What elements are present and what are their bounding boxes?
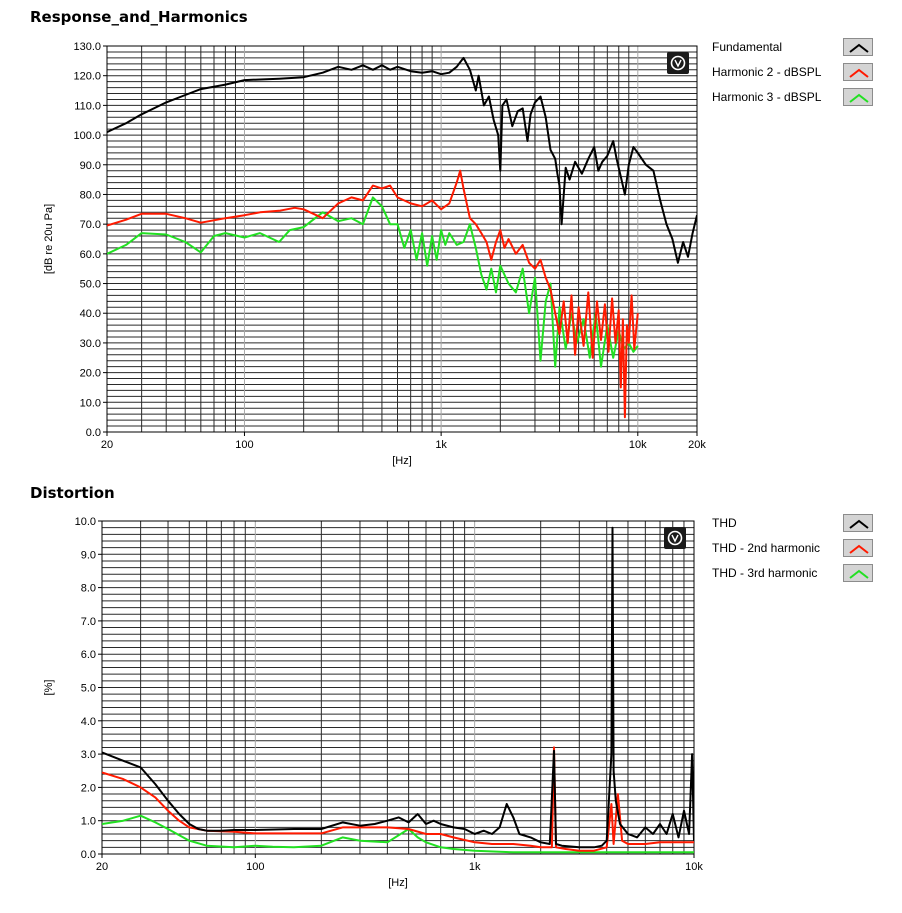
legend-label: Harmonic 3 - dBSPL <box>712 90 822 104</box>
chart-title-distortion: Distortion <box>30 484 115 502</box>
x-tick-label: 1k <box>469 861 481 873</box>
chart-title-response: Response_and_Harmonics <box>30 8 248 26</box>
legend-label: THD - 2nd harmonic <box>712 541 821 555</box>
y-tick-label: 120.0 <box>73 71 101 83</box>
y-tick-label: 20.0 <box>80 368 101 380</box>
y-axis-label: [%] <box>43 680 55 696</box>
legend-swatch[interactable] <box>843 514 873 532</box>
y-tick-label: 70.0 <box>80 219 101 231</box>
palette-icon-mark <box>671 534 679 543</box>
y-tick-label: 9.0 <box>81 549 96 561</box>
x-axis-label: [Hz] <box>388 877 408 889</box>
y-tick-label: 40.0 <box>80 308 101 320</box>
legend-swatch[interactable] <box>843 539 873 557</box>
y-tick-label: 0.0 <box>81 849 96 861</box>
y-tick-label: 6.0 <box>81 649 96 661</box>
plot-frame <box>106 45 698 433</box>
legend-label: Harmonic 2 - dBSPL <box>712 65 822 79</box>
y-tick-label: 0.0 <box>86 427 101 439</box>
x-tick-label: 1k <box>435 439 447 451</box>
legend-swatch[interactable] <box>843 88 873 106</box>
y-tick-label: 130.0 <box>73 41 101 53</box>
y-tick-label: 1.0 <box>81 816 96 828</box>
palette-icon-bg <box>667 52 689 74</box>
y-tick-label: 7.0 <box>81 616 96 628</box>
y-tick-label: 30.0 <box>80 338 101 350</box>
y-tick-label: 50.0 <box>80 279 101 291</box>
palette-icon-mark <box>674 59 682 68</box>
x-tick-label: 10k <box>685 861 703 873</box>
y-tick-label: 10.0 <box>80 397 101 409</box>
legend-distortion: THD THD - 2nd harmonic THD - 3rd harmoni… <box>712 514 882 589</box>
palette-icon-bg <box>664 527 686 549</box>
legend-item-harmonic-3[interactable]: Harmonic 3 - dBSPL <box>712 88 882 113</box>
y-tick-label: 110.0 <box>74 100 101 112</box>
graph-palette-icon <box>664 527 686 549</box>
y-tick-label: 8.0 <box>81 583 96 595</box>
y-tick-label: 3.0 <box>81 749 96 761</box>
series-line-thd <box>102 526 694 849</box>
series-line-fundamental <box>107 56 697 264</box>
y-tick-label: 4.0 <box>81 716 96 728</box>
legend-item-fundamental[interactable]: Fundamental <box>712 38 882 63</box>
legend-label: THD <box>712 516 737 530</box>
series-line-harmonic-2-dbspl <box>107 169 639 419</box>
y-tick-label: 60.0 <box>80 249 101 261</box>
legend-swatch[interactable] <box>843 564 873 582</box>
x-tick-label: 10k <box>629 439 647 451</box>
legend-response: Fundamental Harmonic 2 - dBSPL Harmonic … <box>712 38 882 113</box>
graph-palette-icon <box>667 52 689 74</box>
series-line-harmonic-3-dbspl <box>107 196 639 368</box>
legend-item-thd[interactable]: THD <box>712 514 882 539</box>
legend-swatch[interactable] <box>843 38 873 56</box>
palette-icon-ring <box>670 55 686 71</box>
legend-label: THD - 3rd harmonic <box>712 566 818 580</box>
response-chart: 0.0 10.0 20.0 30.0 40.0 50.0 60.0 70.0 80.0 90.0 1… <box>43 41 706 467</box>
y-tick-label: 100.0 <box>73 130 101 142</box>
legend-swatch[interactable] <box>843 63 873 81</box>
legend-item-thd-3rd[interactable]: THD - 3rd harmonic <box>712 564 882 589</box>
x-tick-label: 20k <box>688 439 706 451</box>
y-axis-label: [dB re 20u Pa] <box>43 204 55 274</box>
palette-icon-ring <box>667 530 683 546</box>
x-axis-label: [Hz] <box>392 455 412 467</box>
series-line-thd-3rd-harmonic <box>102 814 694 854</box>
legend-item-thd-2nd[interactable]: THD - 2nd harmonic <box>712 539 882 564</box>
y-tick-label: 2.0 <box>81 782 96 794</box>
x-tick-label: 20 <box>101 439 113 451</box>
legend-label: Fundamental <box>712 40 783 54</box>
y-tick-label: 80.0 <box>80 189 101 201</box>
x-tick-label: 100 <box>246 861 264 873</box>
legend-item-harmonic-2[interactable]: Harmonic 2 - dBSPL <box>712 63 882 88</box>
y-tick-label: 10.0 <box>75 516 96 528</box>
y-tick-label: 5.0 <box>81 683 96 695</box>
x-tick-label: 100 <box>235 439 253 451</box>
x-tick-label: 20 <box>96 861 108 873</box>
y-tick-label: 90.0 <box>80 160 101 172</box>
